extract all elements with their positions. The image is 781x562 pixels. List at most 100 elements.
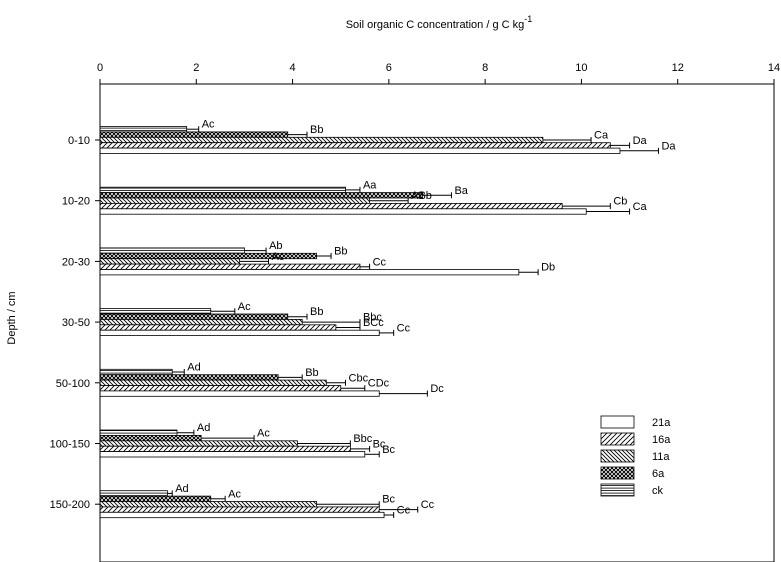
bar-11a-0-10 bbox=[99, 136, 544, 144]
significance-label: Bbc bbox=[363, 312, 382, 324]
bar-6a-0-10 bbox=[99, 131, 289, 138]
x-axis-title: Soil organic C concentration / g C kg-1 bbox=[346, 14, 533, 31]
significance-label: Ad bbox=[187, 362, 200, 374]
significance-label: Ac bbox=[257, 428, 270, 440]
x-tick-label: 4 bbox=[290, 62, 296, 74]
legend: 21a 16a 11a 6a ck bbox=[600, 415, 671, 497]
legend-swatch-21a bbox=[600, 415, 635, 429]
bar-16a-10-20 bbox=[99, 202, 563, 210]
x-tick-label: 0 bbox=[97, 62, 103, 74]
bar-11a-150-200 bbox=[99, 501, 318, 508]
bar-ck-0-10 bbox=[99, 126, 188, 133]
bar-21a-150-200 bbox=[99, 511, 385, 519]
significance-label: Ac bbox=[202, 119, 215, 131]
significance-label: Cc bbox=[373, 256, 387, 268]
significance-label: Cb bbox=[613, 196, 627, 208]
bar-6a-100-150 bbox=[99, 434, 202, 442]
bar-11a-100-150 bbox=[99, 440, 298, 447]
bar-ck-20-30 bbox=[99, 247, 245, 254]
plot-frame bbox=[99, 83, 775, 562]
y-tick-label: 30-50 bbox=[62, 317, 90, 329]
y-tick-label: 50-100 bbox=[56, 378, 90, 390]
significance-label: Dc bbox=[430, 383, 444, 395]
bar-6a-50-100 bbox=[99, 374, 279, 381]
significance-label: Bb bbox=[310, 306, 323, 318]
legend-label-16a: 16a bbox=[652, 434, 671, 446]
x-tick-label: 6 bbox=[386, 62, 392, 74]
bar-11a-30-50 bbox=[99, 318, 303, 326]
bar-16a-150-200 bbox=[99, 506, 380, 513]
significance-label: Bc bbox=[382, 444, 395, 456]
significance-label: Cc bbox=[397, 505, 411, 517]
bar-ck-30-50 bbox=[99, 308, 212, 315]
significance-label: Bc bbox=[373, 438, 386, 450]
x-tick-label: 12 bbox=[672, 62, 684, 74]
x-tick-label: 2 bbox=[193, 62, 199, 74]
significance-label: Aa bbox=[363, 179, 377, 191]
bar-21a-50-100 bbox=[99, 390, 380, 397]
significance-label: Ac bbox=[272, 251, 285, 263]
significance-label: BCc bbox=[363, 317, 384, 329]
significance-label: Da bbox=[633, 135, 648, 147]
bar-21a-100-150 bbox=[99, 451, 366, 458]
significance-label: Cbc bbox=[349, 372, 369, 384]
significance-label: Db bbox=[541, 262, 555, 274]
significance-label: ABb bbox=[411, 190, 432, 202]
significance-label: Ca bbox=[594, 130, 609, 142]
bar-21a-10-20 bbox=[99, 208, 587, 215]
y-axis-title: Depth / cm bbox=[6, 291, 18, 344]
bar-11a-10-20 bbox=[99, 197, 371, 204]
bar-16a-30-50 bbox=[99, 324, 337, 331]
bar-6a-150-200 bbox=[99, 495, 212, 502]
bar-6a-30-50 bbox=[99, 313, 289, 320]
significance-label: Da bbox=[661, 140, 676, 152]
bar-11a-20-30 bbox=[99, 258, 241, 265]
significance-label: CDc bbox=[368, 378, 390, 390]
significance-label: Bbc bbox=[353, 433, 372, 445]
bar-16a-50-100 bbox=[99, 385, 342, 392]
significance-label: Bb bbox=[334, 246, 347, 258]
significance-label: Ac bbox=[238, 301, 251, 313]
significance-label: Ab bbox=[269, 240, 282, 252]
bar-16a-0-10 bbox=[99, 142, 611, 149]
legend-label-ck: ck bbox=[652, 485, 664, 497]
significance-label: Ac bbox=[228, 488, 241, 500]
significance-label: Bb bbox=[305, 367, 318, 379]
bar-16a-100-150 bbox=[99, 445, 351, 453]
y-tick-label: 20-30 bbox=[62, 256, 90, 268]
significance-label: Cc bbox=[421, 499, 435, 511]
y-tick-label: 10-20 bbox=[62, 196, 90, 208]
x-tick-label: 8 bbox=[482, 62, 488, 74]
bar-21a-20-30 bbox=[99, 269, 520, 276]
bar-ck-10-20 bbox=[99, 186, 346, 193]
x-tick-label: 14 bbox=[768, 62, 780, 74]
legend-swatch-ck bbox=[600, 483, 635, 497]
y-axis: 0-10 10-20 20-30 30-50 50-100 100-150 150-200 bbox=[50, 135, 100, 511]
significance-label: Bb bbox=[310, 124, 323, 136]
bar-21a-30-50 bbox=[99, 329, 380, 337]
bar-6a-10-20 bbox=[99, 192, 423, 199]
bar-16a-20-30 bbox=[99, 263, 361, 270]
legend-swatch-6a bbox=[600, 466, 635, 480]
x-tick-label: 10 bbox=[575, 62, 587, 74]
significance-label: Ad bbox=[197, 422, 210, 434]
y-tick-label: 100-150 bbox=[50, 439, 90, 451]
bar-21a-0-10 bbox=[99, 147, 621, 154]
bar-ck-100-150 bbox=[99, 429, 178, 436]
bar-11a-50-100 bbox=[99, 379, 327, 386]
x-axis: 0 2 4 6 8 10 12 14 bbox=[97, 62, 780, 84]
bar-ck-50-100 bbox=[99, 368, 173, 376]
bar-ck-150-200 bbox=[99, 490, 168, 497]
legend-swatch-16a bbox=[600, 432, 635, 446]
significance-label: Bc bbox=[382, 494, 395, 506]
legend-swatch-11a bbox=[600, 449, 635, 463]
y-tick-label: 150-200 bbox=[50, 499, 90, 511]
significance-label: Cc bbox=[397, 322, 411, 334]
y-tick-label: 0-10 bbox=[68, 135, 90, 147]
significance-label: Ba bbox=[454, 185, 468, 197]
legend-label-6a: 6a bbox=[652, 468, 665, 480]
legend-label-11a: 11a bbox=[652, 451, 670, 463]
significance-label: Ad bbox=[175, 483, 188, 495]
